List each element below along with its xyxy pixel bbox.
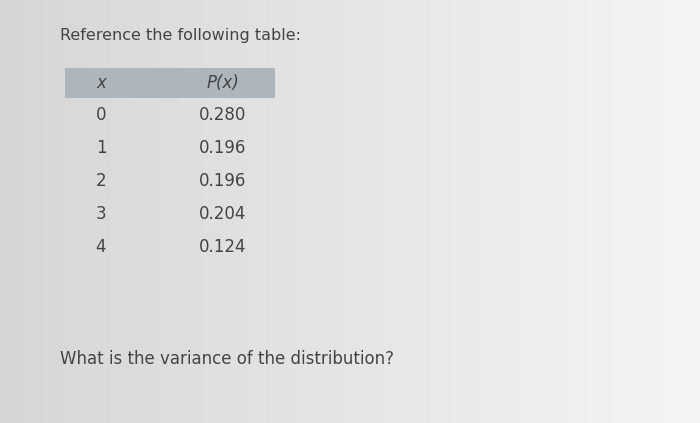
- Text: 0: 0: [96, 105, 106, 124]
- Text: 0.124: 0.124: [199, 237, 246, 255]
- Text: 3: 3: [96, 204, 106, 222]
- Text: 2: 2: [96, 171, 106, 190]
- Text: 0.280: 0.280: [199, 105, 246, 124]
- FancyBboxPatch shape: [65, 68, 275, 98]
- Text: Reference the following table:: Reference the following table:: [60, 28, 301, 43]
- Text: What is the variance of the distribution?: What is the variance of the distribution…: [60, 350, 394, 368]
- Text: 0.204: 0.204: [199, 204, 246, 222]
- Text: P(x): P(x): [206, 74, 239, 92]
- Text: x: x: [96, 74, 106, 92]
- Text: 0.196: 0.196: [199, 171, 246, 190]
- Text: 0.196: 0.196: [199, 138, 246, 157]
- Text: 4: 4: [96, 237, 106, 255]
- Text: 1: 1: [96, 138, 106, 157]
